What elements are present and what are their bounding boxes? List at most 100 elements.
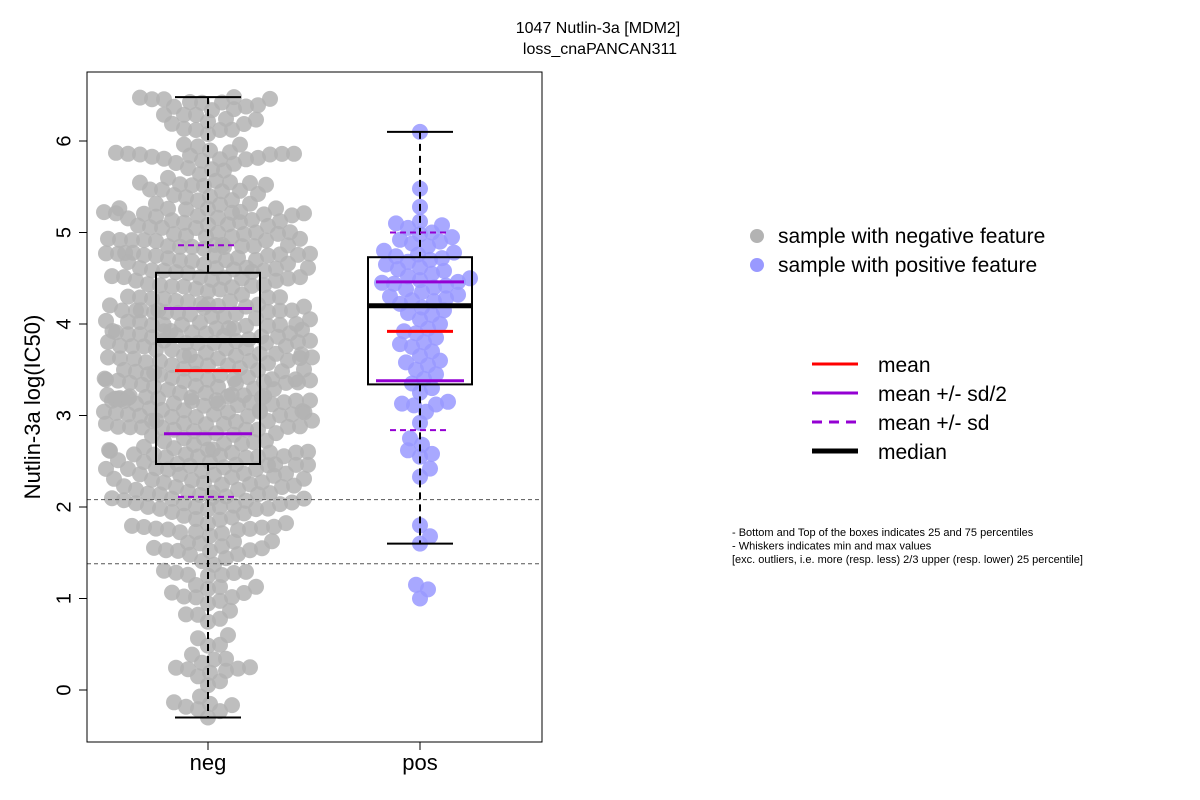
data-point xyxy=(146,539,162,556)
data-point xyxy=(136,438,152,455)
x-tick-label: pos xyxy=(402,750,437,775)
data-point xyxy=(140,485,156,502)
data-point xyxy=(120,288,136,305)
data-point xyxy=(212,579,228,595)
data-point xyxy=(148,195,164,212)
data-point xyxy=(280,418,296,435)
data-point xyxy=(224,509,240,526)
data-point xyxy=(226,565,242,581)
plot-frame xyxy=(86,71,543,743)
data-point xyxy=(412,517,428,534)
data-point xyxy=(190,630,206,647)
data-point xyxy=(188,409,204,425)
data-point xyxy=(168,659,184,676)
data-point xyxy=(408,325,424,342)
data-point xyxy=(140,498,156,515)
data-point xyxy=(296,298,312,315)
data-point xyxy=(222,174,238,191)
note-line: [exc. outliers, i.e. more (resp. less) 2… xyxy=(732,554,1083,566)
data-point xyxy=(126,350,142,367)
data-point xyxy=(202,142,218,159)
data-point xyxy=(288,316,305,332)
data-point xyxy=(386,275,402,292)
data-point xyxy=(250,448,266,465)
data-point xyxy=(132,174,148,191)
data-point xyxy=(236,585,252,601)
data-point xyxy=(124,232,140,249)
data-point xyxy=(238,492,254,509)
data-point xyxy=(238,449,254,466)
data-point xyxy=(188,377,204,394)
data-point xyxy=(122,419,138,436)
data-point xyxy=(276,394,292,411)
data-point xyxy=(176,278,192,295)
data-point xyxy=(212,592,228,609)
data-point xyxy=(176,588,192,605)
data-point xyxy=(248,111,264,128)
y-tick-label: 0 xyxy=(53,684,75,695)
data-point xyxy=(274,479,290,495)
data-point xyxy=(292,418,308,435)
data-point xyxy=(394,395,410,412)
data-point xyxy=(180,661,196,678)
data-point xyxy=(274,145,290,162)
data-point xyxy=(214,525,230,542)
y-tick-label: 2 xyxy=(53,501,75,512)
data-point xyxy=(156,433,172,450)
data-point xyxy=(148,520,164,537)
data-point xyxy=(132,89,148,106)
data-point xyxy=(140,276,156,293)
data-point xyxy=(100,230,116,247)
data-point xyxy=(160,200,176,217)
data-point xyxy=(302,245,318,262)
data-point xyxy=(156,91,172,108)
data-point xyxy=(412,311,428,328)
data-point xyxy=(302,392,318,409)
data-point xyxy=(176,507,192,524)
data-point xyxy=(168,479,184,495)
data-point xyxy=(136,232,152,249)
data-point xyxy=(258,176,274,193)
data-point xyxy=(188,523,204,540)
data-point xyxy=(156,562,172,579)
axis-layer: 0 1 2 3 4 5 6 neg pos xyxy=(53,135,437,775)
data-point xyxy=(220,627,236,644)
iqr-box xyxy=(367,256,473,386)
data-point xyxy=(424,265,440,282)
data-point xyxy=(104,490,120,507)
data-point xyxy=(224,228,240,245)
data-point xyxy=(262,90,278,107)
data-point xyxy=(190,606,206,623)
y-tick-label: 5 xyxy=(53,227,75,238)
data-point xyxy=(422,251,438,268)
data-point xyxy=(138,354,154,371)
data-point xyxy=(176,214,192,231)
data-point xyxy=(296,490,312,507)
data-point xyxy=(104,268,120,285)
data-point xyxy=(164,584,180,601)
data-point xyxy=(278,515,294,532)
reference-lines xyxy=(87,499,542,565)
legend-samples: sample with negative feature sample with … xyxy=(750,225,1045,277)
data-point xyxy=(168,293,184,309)
data-point xyxy=(272,289,288,306)
data-point xyxy=(192,166,208,183)
data-point xyxy=(414,436,430,453)
data-point xyxy=(112,337,128,354)
data-point xyxy=(444,229,460,246)
data-point xyxy=(276,448,292,465)
data-point xyxy=(96,370,113,387)
data-point xyxy=(218,252,234,269)
points-layer xyxy=(96,89,478,726)
y-tick-label: 6 xyxy=(53,135,75,146)
data-point xyxy=(184,253,200,270)
data-point xyxy=(128,363,144,380)
note-line: - Whiskers indicates min and max values xyxy=(732,541,932,553)
data-point xyxy=(98,312,114,329)
legend-marker xyxy=(750,258,764,272)
data-point xyxy=(428,396,444,413)
data-point xyxy=(136,205,152,222)
data-point xyxy=(254,519,270,536)
data-point xyxy=(178,201,194,218)
